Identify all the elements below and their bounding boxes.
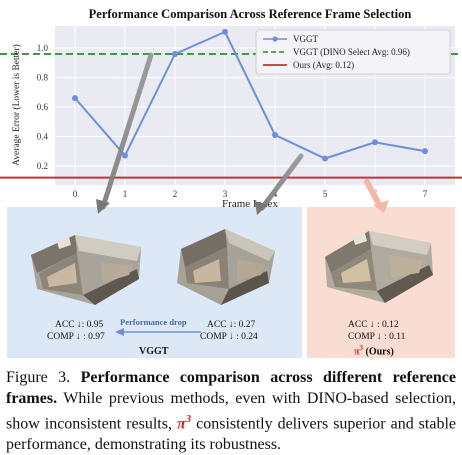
vggt-panel-label: VGGT [139,346,169,357]
chart-title: Performance Comparison Across Reference … [89,7,412,21]
vggt-left-acc: ACC ↓: 0.95 [55,320,104,330]
callout-arrowhead-ours [373,200,389,213]
vggt-reconstruction-good [31,235,141,305]
callout-arrowhead-frame-2 [96,199,110,214]
y-tick-label-4: 1.0 [37,43,49,53]
vggt-point-7 [422,148,428,155]
vggt-left-comp: COMP ↓ : 0.97 [47,332,105,342]
y-tick-labels: 0.2 0.4 0.6 0.8 1.0 [37,43,49,171]
ours-comp: COMP ↓ : 0.11 [348,332,406,342]
y-tick-label-2: 0.6 [37,102,49,112]
ours-acc: ACC ↓ : 0.12 [348,320,399,330]
vggt-reconstruction-drifted [177,229,275,305]
caption-pi-superscript: 3 [185,413,192,425]
legend-label-ours: Ours (Avg: 0.12) [293,60,354,70]
ours-panel-label: π3 (Ours) [354,344,394,357]
vggt-point-1 [122,152,128,159]
callout-arrows [96,52,389,215]
legend-label-dino: VGGT (DINO Select Avg: 0.96) [293,47,410,57]
x-tick-label-1: 1 [123,189,128,199]
x-tick-label-2: 2 [173,189,178,199]
callout-arrow-frame-5 [259,153,304,211]
vggt-series [72,28,428,162]
vggt-point-5 [322,155,328,162]
vggt-point-2 [172,50,178,57]
vggt-results-panel: ACC ↓: 0.95 COMP ↓ : 0.97 Performance dr… [7,207,302,358]
callout-arrow-frame-2 [100,52,154,210]
legend: VGGT VGGT (DINO Select Avg: 0.96) Ours (… [255,29,451,75]
performance-drop-arrow [115,328,201,336]
callout-arrowhead-frame-5 [255,201,268,215]
x-tick-label-5: 5 [323,189,328,199]
callout-arrow-ours [364,179,383,209]
ours-pi-superscript: 3 [359,344,363,352]
x-tick-label-3: 3 [223,189,228,199]
caption-pi-symbol: π [176,415,186,433]
y-tick-label-1: 0.4 [37,131,49,141]
caption-prefix: Figure 3. [6,369,81,386]
y-axis-label: Average Error (Lower is Better) [11,44,22,166]
ours-label-suffix: (Ours) [362,346,394,358]
ours-pi-symbol: π [354,346,360,358]
vggt-right-acc: ACC ↓: 0.27 [207,320,256,330]
legend-label-vggt: VGGT [293,34,318,44]
y-tick-label-0: 0.2 [37,161,48,171]
ours-results-panel: ACC ↓ : 0.12 COMP ↓ : 0.11 π3 (Ours) [307,207,455,358]
caption-text-2: consistently delivers superior and stabl… [6,415,457,454]
legend-box [255,29,451,75]
x-tick-label-0: 0 [73,189,78,199]
performance-drop-label: Performance drop [120,317,187,327]
vggt-point-3 [222,28,228,35]
legend-marker-vggt [272,36,278,42]
y-tick-label-3: 0.8 [37,73,49,83]
vggt-series-line [74,30,426,160]
vggt-point-6 [372,139,378,146]
ours-reconstruction [325,231,433,303]
vggt-right-comp: COMP ↓ : 0.24 [200,332,258,342]
caption-text-1: While previous methods, even with DINO-b… [6,390,456,433]
x-tick-label-7: 7 [423,189,428,199]
vggt-point-0 [72,95,78,102]
vggt-point-4 [272,131,278,138]
figure-caption: Figure 3. Performance comparison across … [6,367,456,455]
caption-bold-title: Performance comparison across different … [6,369,456,407]
